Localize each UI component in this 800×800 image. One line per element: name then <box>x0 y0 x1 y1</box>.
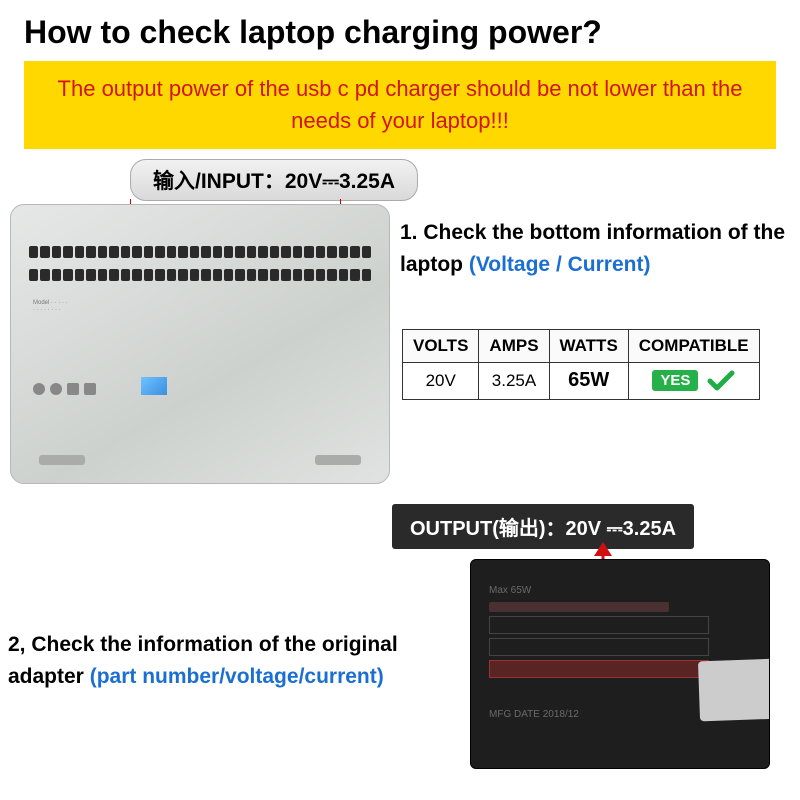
col-compatible: COMPATIBLE <box>628 329 759 362</box>
adapter-output-field <box>489 660 709 678</box>
windows-sticker <box>141 377 167 395</box>
cell-amps: 3.25A <box>479 362 549 399</box>
cell-volts: 20V <box>403 362 479 399</box>
page-title: How to check laptop charging power? <box>0 0 800 61</box>
spec-table: VOLTS AMPS WATTS COMPATIBLE 20V 3.25A 65… <box>402 329 760 400</box>
adapter-sn-sticker <box>698 658 770 721</box>
check-icon <box>707 369 735 393</box>
cell-compatible: YES <box>628 362 759 399</box>
col-amps: AMPS <box>479 329 549 362</box>
adapter-field <box>489 616 709 634</box>
cell-watts: 65W <box>549 362 628 399</box>
col-watts: WATTS <box>549 329 628 362</box>
vent-row <box>29 245 371 259</box>
yes-badge: YES <box>652 370 698 391</box>
laptop-bottom-illustration: Model · · · · ·· · · · · · · · <box>10 204 390 484</box>
cert-stickers <box>33 383 96 395</box>
input-spec-label: 输入/INPUT：20V⎓3.25A <box>130 159 418 201</box>
step-2-text: 2, Check the information of the original… <box>8 629 428 694</box>
adapter-model-bar <box>489 602 669 612</box>
vent-row <box>29 268 371 282</box>
col-volts: VOLTS <box>403 329 479 362</box>
step-1-text: 1. Check the bottom information of the l… <box>400 217 794 282</box>
table-row: 20V 3.25A 65W YES <box>403 362 760 399</box>
step-2-highlight: (part number/voltage/current) <box>90 665 384 688</box>
table-header-row: VOLTS AMPS WATTS COMPATIBLE <box>403 329 760 362</box>
warning-banner: The output power of the usb c pd charger… <box>24 61 776 149</box>
adapter-line: Max 65W <box>489 582 751 599</box>
laptop-foot <box>315 455 361 465</box>
adapter-field <box>489 638 709 656</box>
adapter-illustration: Max 65W MFG DATE 2018/12 <box>470 559 770 769</box>
laptop-fine-print: Model · · · · ·· · · · · · · · <box>33 300 68 314</box>
content-area: 输入/INPUT：20V⎓3.25A Model · · · · ·· · · … <box>0 159 800 779</box>
step-1-highlight: (Voltage / Current) <box>469 253 651 276</box>
output-spec-label: OUTPUT(输出)：20V ⎓3.25A <box>392 504 694 549</box>
laptop-foot <box>39 455 85 465</box>
